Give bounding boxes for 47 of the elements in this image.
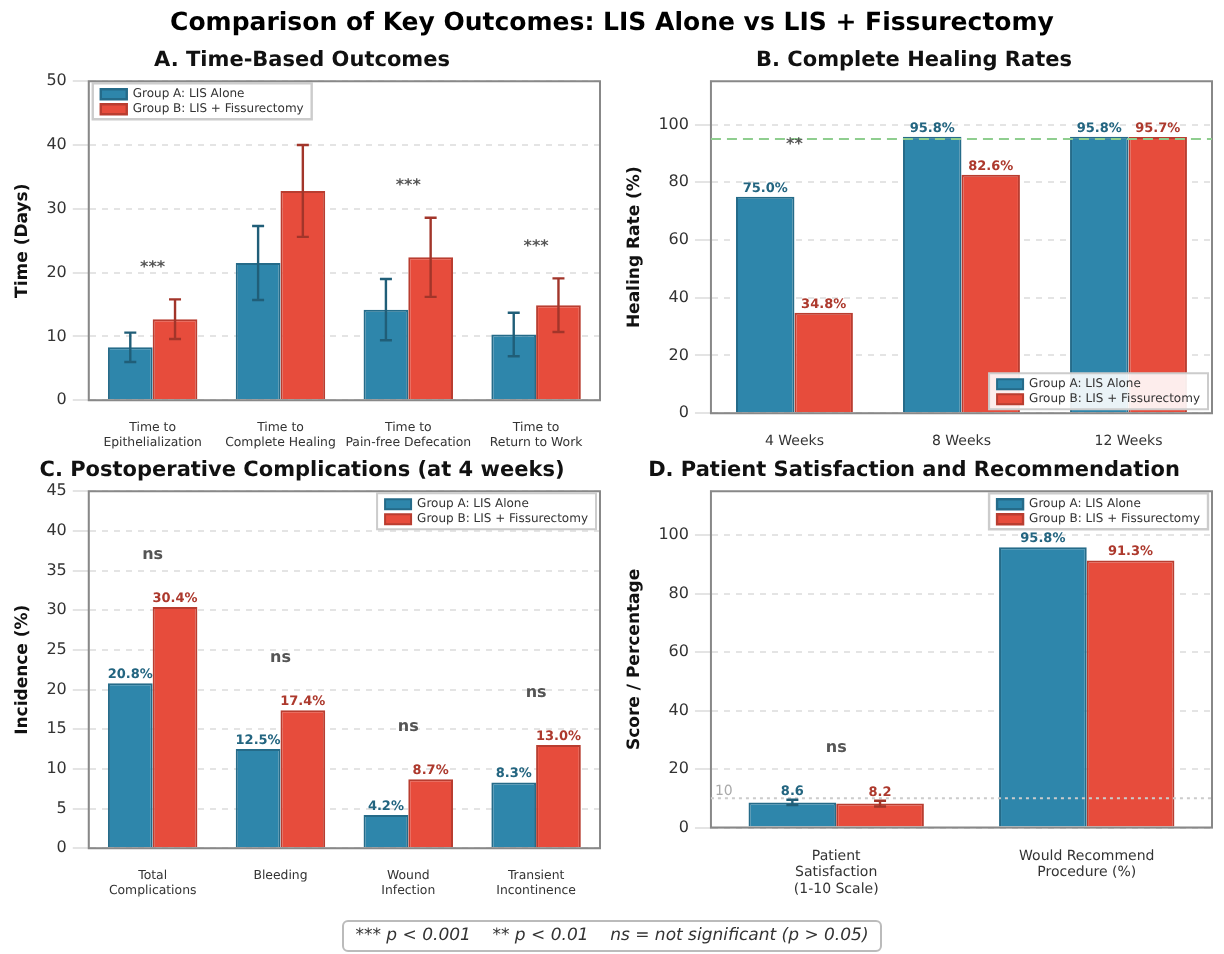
chart-title: C. Postoperative Complications (at 4 weeks) (39, 458, 565, 483)
y-tick-label: 35 (46, 560, 67, 579)
annotation: ns (825, 737, 848, 756)
annotation: ns (270, 648, 292, 667)
chart-title: B. Complete Healing Rates (756, 48, 1072, 73)
y-tick-label: 20 (46, 262, 67, 281)
chart-title: A. Time-Based Outcomes (154, 48, 450, 73)
y-tick-label: 50 (46, 71, 67, 90)
y-axis-title: Score / Percentage (624, 568, 645, 751)
y-tick-label: 20 (668, 345, 689, 364)
y-tick-label: 20 (46, 679, 67, 698)
annotation: ns (397, 717, 420, 736)
annotation: *** (523, 236, 551, 255)
y-tick-label: 60 (668, 230, 689, 249)
y-axis-title: Time (Days) (12, 183, 33, 298)
y-tick-label: 80 (668, 172, 689, 191)
y-tick-label: 15 (46, 719, 67, 738)
annotation: *** (140, 257, 167, 276)
y-tick-label: 10 (46, 759, 67, 778)
y-axis-title: Incidence (%) (12, 604, 33, 735)
y-axis-title: Healing Rate (%) (624, 166, 645, 329)
y-tick-label: 30 (46, 198, 67, 217)
y-tick-label: 60 (668, 642, 689, 661)
y-tick-label: 40 (668, 700, 689, 719)
text: *** p < 0.001 ** p < 0.01 ns = not significant (p > 0.05) (341, 920, 883, 952)
y-tick-label: 10 (46, 326, 67, 345)
y-tick-label: 0 (678, 403, 689, 422)
y-tick-label: 40 (46, 521, 67, 540)
y-tick-label: 40 (668, 287, 689, 306)
y-tick-label: 0 (678, 817, 689, 836)
y-tick-label: 30 (46, 600, 67, 619)
y-tick-label: 5 (56, 798, 67, 817)
y-tick-label: 100 (658, 525, 689, 544)
annotation: ** (786, 134, 805, 153)
y-tick-label: 45 (46, 481, 67, 500)
y-tick-label: 40 (46, 135, 67, 154)
y-tick-label: 80 (668, 583, 689, 602)
annotation: ns (142, 545, 164, 564)
chart-title: D. Patient Satisfaction and Recommendation (648, 458, 1180, 483)
y-tick-label: 20 (668, 759, 689, 778)
y-tick-label: 0 (56, 390, 67, 409)
annotation: ns (525, 683, 548, 702)
y-tick-label: 0 (56, 838, 67, 857)
annotation: *** (395, 175, 423, 194)
y-tick-label: 100 (658, 114, 689, 133)
text: Comparison of Key Outcomes: LIS Alone vs LIS + Fissurectomy (168, 4, 1056, 40)
y-tick-label: 25 (46, 640, 67, 659)
